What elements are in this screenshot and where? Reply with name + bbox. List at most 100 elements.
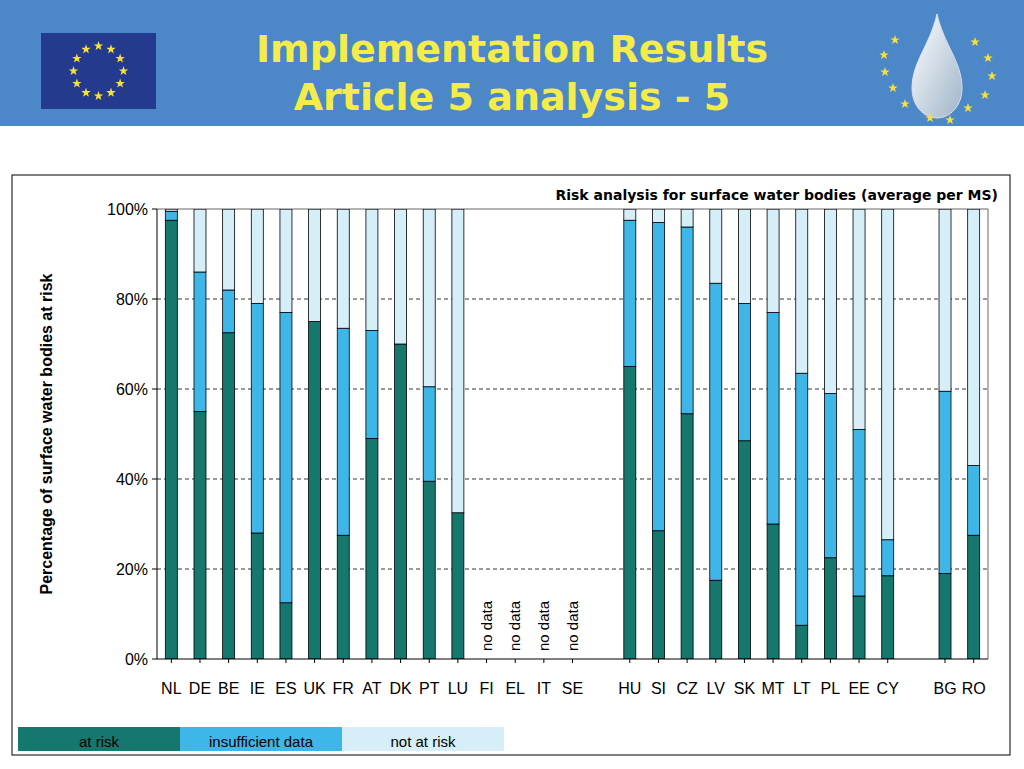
bar-segment bbox=[309, 322, 321, 660]
bar-segment bbox=[939, 209, 951, 391]
chart-title: Risk analysis for surface water bodies (… bbox=[555, 187, 998, 203]
x-tick bbox=[945, 659, 946, 663]
x-tick bbox=[629, 659, 630, 663]
header-title: Implementation Results bbox=[256, 27, 768, 71]
x-tick bbox=[801, 659, 802, 663]
x-tick bbox=[285, 659, 286, 663]
bar-segment bbox=[681, 209, 693, 227]
bar-segment bbox=[624, 209, 636, 220]
y-tick-label: 60% bbox=[116, 381, 148, 398]
flag-star bbox=[69, 66, 79, 75]
drop-star bbox=[963, 103, 973, 112]
chart-frame bbox=[12, 175, 1010, 755]
flag-star bbox=[94, 41, 104, 50]
plot-right bbox=[988, 209, 989, 659]
x-tick bbox=[257, 659, 258, 663]
x-tick bbox=[687, 659, 688, 663]
x-tick-label: HU bbox=[618, 680, 641, 697]
flag-star bbox=[119, 66, 129, 75]
bar-segment bbox=[738, 304, 750, 441]
flag-star bbox=[106, 88, 116, 97]
bar-segment bbox=[194, 412, 206, 660]
annotation: no data bbox=[535, 600, 552, 651]
bar-segment bbox=[738, 441, 750, 659]
bar-segment bbox=[652, 223, 664, 531]
x-tick-label: UK bbox=[303, 680, 326, 697]
annotation: no data bbox=[478, 600, 495, 651]
drop-star bbox=[987, 71, 997, 80]
bar-segment bbox=[165, 211, 177, 220]
x-tick bbox=[343, 659, 344, 663]
x-tick-label: LU bbox=[448, 680, 468, 697]
bar-segment bbox=[423, 209, 435, 387]
drop-star bbox=[945, 115, 955, 124]
x-tick bbox=[543, 659, 544, 663]
bar-segment bbox=[366, 331, 378, 439]
legend-swatch bbox=[180, 727, 342, 751]
y-tick bbox=[152, 569, 157, 570]
flag-star bbox=[72, 54, 82, 63]
x-tick bbox=[371, 659, 372, 663]
flag-star bbox=[115, 79, 125, 88]
annotation: no data bbox=[506, 600, 523, 651]
x-tick bbox=[457, 659, 458, 663]
y-tick-label: 100% bbox=[107, 201, 148, 218]
drop-star bbox=[925, 113, 935, 122]
flag-star bbox=[106, 44, 116, 53]
bar-segment bbox=[824, 558, 836, 659]
x-tick-label: RO bbox=[962, 680, 986, 697]
bar-segment bbox=[882, 540, 894, 576]
plot-top bbox=[157, 209, 988, 210]
bar-segment bbox=[395, 344, 407, 659]
bar-segment bbox=[939, 391, 951, 573]
x-tick-label: SE bbox=[562, 680, 583, 697]
bar-segment bbox=[853, 430, 865, 597]
bar-segment bbox=[681, 414, 693, 659]
x-tick bbox=[658, 659, 659, 663]
x-tick bbox=[830, 659, 831, 663]
x-tick bbox=[228, 659, 229, 663]
bar-segment bbox=[652, 209, 664, 223]
bar-segment bbox=[165, 220, 177, 659]
bar-segment bbox=[309, 209, 321, 322]
flag-star bbox=[81, 44, 91, 53]
bar-segment bbox=[337, 535, 349, 659]
y-tick bbox=[152, 389, 157, 390]
eu-flag bbox=[41, 33, 156, 109]
x-tick-label: PL bbox=[821, 680, 841, 697]
y-tick bbox=[152, 209, 157, 210]
bar-segment bbox=[767, 524, 779, 659]
flag-star bbox=[115, 54, 125, 63]
bar-segment bbox=[366, 439, 378, 660]
bar-segment bbox=[280, 209, 292, 313]
x-tick-label: AT bbox=[362, 680, 381, 697]
drop-star bbox=[970, 37, 980, 46]
bar-segment bbox=[853, 596, 865, 659]
x-tick bbox=[744, 659, 745, 663]
bar-segment bbox=[796, 373, 808, 625]
bar-segment bbox=[280, 603, 292, 659]
x-tick-label: EE bbox=[848, 680, 869, 697]
x-tick-label: DK bbox=[389, 680, 412, 697]
x-tick-label: CZ bbox=[676, 680, 698, 697]
bar-segment bbox=[939, 574, 951, 660]
legend-swatch bbox=[18, 727, 180, 751]
bar-segment bbox=[796, 209, 808, 373]
page: Implementation ResultsArticle 5 analysis… bbox=[0, 0, 1024, 769]
flag-star bbox=[72, 79, 82, 88]
bar-segment bbox=[710, 580, 722, 659]
x-tick-label: LV bbox=[707, 680, 726, 697]
x-tick-label: CY bbox=[877, 680, 900, 697]
bar-segment bbox=[337, 328, 349, 535]
drop-star bbox=[880, 67, 890, 76]
legend-label: at risk bbox=[79, 733, 120, 750]
bar-segment bbox=[652, 531, 664, 659]
bar-segment bbox=[251, 533, 263, 659]
header-band bbox=[0, 0, 1024, 126]
x-tick bbox=[887, 659, 888, 663]
bar-segment bbox=[223, 333, 235, 659]
x-tick bbox=[171, 659, 172, 663]
drop-icon bbox=[912, 14, 962, 118]
bar-segment bbox=[251, 304, 263, 534]
y-tick bbox=[152, 299, 157, 300]
